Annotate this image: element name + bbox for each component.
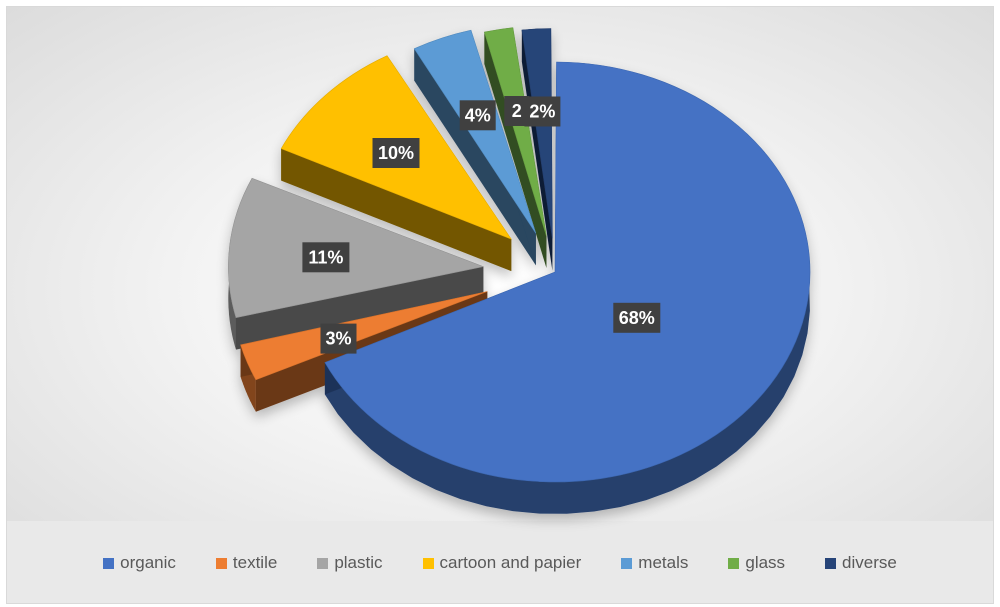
data-label-text: 4%	[465, 105, 491, 125]
legend-item: plastic	[317, 553, 383, 573]
legend-item: glass	[728, 553, 785, 573]
legend-label: organic	[120, 553, 176, 572]
legend-item: cartoon and papier	[422, 553, 582, 573]
slice-diverse	[521, 28, 553, 271]
data-label-box	[613, 302, 661, 333]
chart-legend: organic textile plastic cartoon and papier m…	[0, 548, 1000, 578]
legend-label: cartoon and papier	[439, 553, 582, 572]
legend-swatch	[422, 557, 434, 569]
slice-radial-face	[414, 48, 536, 266]
legend-label: plastic	[334, 553, 383, 572]
data-label-textile: 3%	[320, 323, 357, 354]
slice-radial-face	[281, 148, 512, 272]
data-label-organic: 68%	[613, 302, 661, 333]
data-label-diverse: 2%	[524, 96, 561, 127]
slice-radial-face	[521, 29, 553, 271]
legend-item: organic	[103, 553, 176, 573]
legend-swatch	[215, 557, 227, 569]
data-label-text: 10%	[378, 143, 414, 163]
legend-label: diverse	[842, 553, 897, 572]
data-label-box	[372, 138, 420, 168]
data-label-plastic: 11%	[302, 242, 350, 273]
data-label-box	[320, 323, 357, 354]
slice-glass	[484, 27, 547, 268]
slice-plastic	[228, 177, 485, 350]
legend-swatch	[825, 557, 837, 569]
data-label-box	[302, 242, 350, 273]
slice-radial-face	[235, 266, 484, 350]
legend-swatch	[103, 557, 115, 569]
legend-item: metals	[621, 553, 688, 573]
slice-top	[484, 27, 547, 236]
slice-metals	[413, 29, 537, 266]
slice-top	[521, 28, 553, 239]
data-label-text: 11%	[308, 247, 343, 267]
legend-swatch	[317, 557, 329, 569]
slice-top	[413, 29, 537, 234]
slice-top	[240, 291, 488, 381]
legend-label: textile	[232, 553, 278, 572]
legend-label: metals	[638, 553, 689, 572]
legend-item: diverse	[825, 553, 897, 573]
data-label-box	[524, 96, 561, 127]
slice-radial-face	[484, 32, 547, 268]
data-label-text: 68%	[619, 308, 655, 328]
legend-item: textile	[215, 553, 278, 573]
data-label-cartoon-and-papier: 10%	[372, 138, 420, 168]
slice-top	[228, 177, 485, 318]
data-label-text: 2	[512, 101, 522, 121]
legend-swatch	[621, 557, 633, 569]
legend-swatch	[728, 557, 740, 569]
data-label-text: 3%	[325, 329, 351, 349]
legend-label: glass	[745, 553, 786, 572]
slice-top	[324, 61, 811, 483]
data-label-box	[459, 100, 496, 131]
data-label-metals: 4%	[459, 100, 496, 131]
data-label-text: 2%	[529, 102, 555, 122]
